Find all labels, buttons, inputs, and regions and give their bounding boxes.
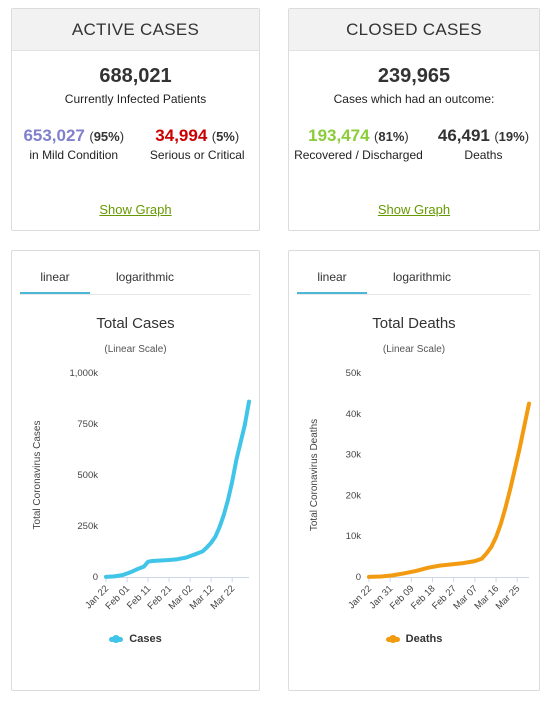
y-tick-label: 40k	[346, 409, 362, 420]
deaths-chart-subtitle: (Linear Scale)	[382, 344, 446, 355]
active-cases-breakdown: 653,027 (95%) in Mild Condition 34,994 (…	[12, 126, 259, 162]
active-cases-total: 688,021	[99, 65, 172, 87]
cases-chart-title: Total Cases	[96, 315, 175, 332]
deaths-legend-symbol	[385, 634, 400, 643]
closed-cases-header: CLOSED CASES	[289, 9, 539, 51]
recovered-stat: 193,474 (81%) Recovered / Discharged	[289, 126, 428, 162]
y-tick-label: 0	[93, 572, 98, 583]
y-tick-label: 500k	[77, 470, 98, 481]
closed-cases-total: 239,965	[377, 65, 451, 87]
deaths-legend[interactable]: Deaths	[289, 633, 539, 645]
total-cases-chart: Total Coronavirus Cases 0 250k 500k 750k 1,00…	[32, 368, 251, 612]
y-tick-label: 1,000k	[69, 368, 98, 379]
deaths-label: Deaths	[464, 148, 503, 162]
cases-scale-tabs: linear logarithmic	[20, 265, 251, 295]
y-axis-title: Total Coronavirus Cases	[32, 421, 43, 530]
active-cases-show-graph-link[interactable]: Show Graph	[99, 202, 172, 217]
y-tick-label: 750k	[77, 419, 98, 430]
total-deaths-chart: Total Coronavirus Deaths 0 10k 20k 30k 40k 50k…	[309, 368, 531, 612]
cases-legend-symbol	[109, 634, 124, 643]
serious-condition-value: 34,994	[155, 126, 208, 145]
deaths-value: 46,491	[437, 126, 490, 145]
closed-cases-breakdown: 193,474 (81%) Recovered / Discharged 46,…	[289, 126, 539, 162]
series-line-deaths[interactable]	[367, 401, 531, 579]
active-cases-total-label: Currently Infected Patients	[64, 92, 207, 106]
deaths-pct: 19%	[498, 129, 525, 144]
tab-cases-logarithmic[interactable]: logarithmic	[115, 270, 175, 284]
active-cases-panel: ACTIVE CASES 688,021 Currently Infected …	[11, 8, 260, 231]
tab-deaths-linear[interactable]: linear	[297, 265, 367, 294]
closed-cases-panel: CLOSED CASES 239,965 Cases which had an …	[288, 8, 540, 231]
cases-legend[interactable]: Cases	[12, 633, 259, 645]
mild-condition-pct: 95%	[93, 129, 120, 144]
mild-condition-stat: 653,027 (95%) in Mild Condition	[12, 126, 136, 162]
mild-condition-label: in Mild Condition	[29, 148, 119, 162]
cases-chart-subtitle: (Linear Scale)	[104, 344, 167, 355]
recovered-value: 193,474	[308, 126, 370, 145]
deaths-scale-tabs: linear logarithmic	[297, 265, 531, 295]
mild-condition-value: 653,027	[23, 126, 85, 145]
total-cases-chart-panel: linear logarithmic Total Cases (Linear S…	[11, 250, 260, 691]
serious-condition-label: Serious or Critical	[149, 148, 245, 162]
deaths-chart-title: Total Deaths	[372, 315, 456, 332]
recovered-label: Recovered / Discharged	[294, 148, 423, 162]
y-tick-label: 20k	[346, 490, 362, 501]
total-deaths-chart-panel: linear logarithmic Total Deaths (Linear …	[288, 250, 540, 691]
tab-cases-linear[interactable]: linear	[20, 265, 90, 294]
active-cases-header: ACTIVE CASES	[12, 9, 259, 51]
x-tick-label: Mar 25	[494, 583, 523, 612]
recovered-pct: 81%	[378, 129, 405, 144]
closed-cases-show-graph-link[interactable]: Show Graph	[377, 202, 451, 217]
cases-legend-label: Cases	[129, 633, 162, 645]
y-tick-label: 30k	[346, 450, 362, 461]
series-line-cases[interactable]	[104, 399, 251, 579]
serious-condition-stat: 34,994 (5%) Serious or Critical	[136, 126, 260, 162]
y-tick-label: 0	[356, 572, 361, 583]
closed-cases-total-label: Cases which had an outcome:	[333, 92, 495, 106]
y-tick-label: 50k	[346, 368, 362, 379]
y-tick-label: 10k	[346, 531, 362, 542]
x-tick-label: Mar 22	[209, 583, 238, 612]
serious-condition-pct: 5%	[216, 129, 235, 144]
deaths-legend-label: Deaths	[405, 633, 443, 645]
y-tick-label: 250k	[77, 521, 98, 532]
tab-deaths-logarithmic[interactable]: logarithmic	[392, 270, 452, 284]
y-axis-title: Total Coronavirus Deaths	[309, 419, 320, 531]
deaths-stat: 46,491 (19%) Deaths	[428, 126, 539, 162]
